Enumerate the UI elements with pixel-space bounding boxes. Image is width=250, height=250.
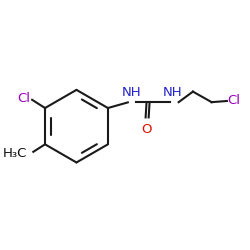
Text: NH: NH (163, 86, 183, 99)
Text: Cl: Cl (228, 94, 240, 108)
Text: O: O (141, 123, 152, 136)
Text: NH: NH (122, 86, 142, 99)
Text: H₃C: H₃C (3, 147, 28, 160)
Text: Cl: Cl (17, 92, 30, 105)
